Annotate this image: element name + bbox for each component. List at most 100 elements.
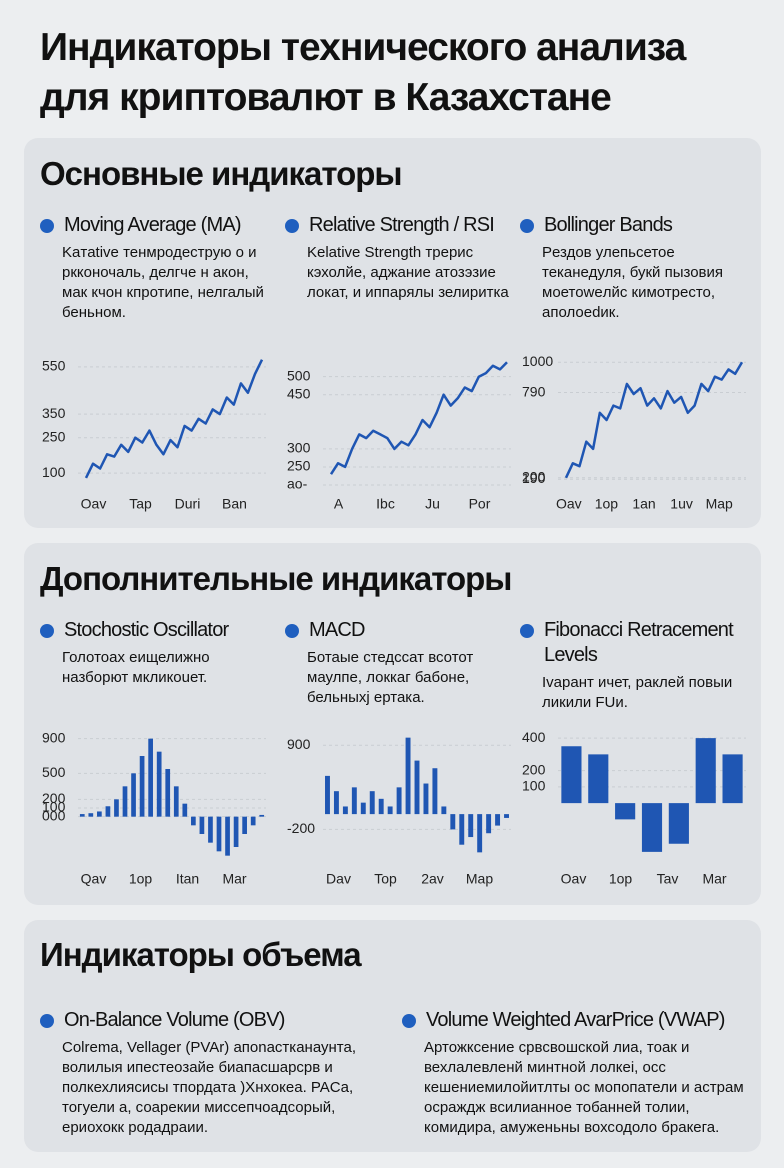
x-tick-label: A (334, 496, 344, 512)
indicator-description: Kaтative тенмродеструю о и ркконочаль, д… (62, 244, 264, 321)
bar (131, 773, 136, 817)
section-panel (24, 920, 761, 1152)
bar (216, 816, 222, 852)
x-tick-label: Ban (222, 496, 247, 512)
y-tick-label: 200 (522, 468, 546, 484)
bar (233, 816, 239, 847)
x-tick-label: Mar (222, 871, 246, 887)
bar (191, 816, 196, 826)
y-tick-label: 790 (522, 383, 546, 399)
y-tick-label: 100 (42, 799, 66, 815)
bar (97, 811, 102, 817)
x-tick-label: Oav (556, 496, 582, 512)
y-tick-label: 190 (522, 470, 546, 486)
x-tick-label: Map (466, 871, 493, 887)
title: для криптовалют в Казахстане (40, 76, 612, 119)
bar (387, 806, 393, 815)
bar (722, 754, 743, 804)
bar (360, 802, 366, 815)
bar (325, 775, 330, 815)
bar (495, 814, 501, 826)
bar (156, 751, 162, 817)
x-tick-label: 2av (421, 871, 444, 887)
y-tick-label: ао- (287, 476, 308, 492)
section-panel (24, 543, 761, 905)
indicator-name: Volume Weighted AvarPrice (VWAP) (402, 1008, 776, 1033)
indicator-description: Артожксение срвсвошской лиа, тоак и вехл… (424, 1039, 744, 1136)
line (84, 359, 264, 479)
y-tick-label: -200 (287, 820, 315, 836)
bar (122, 786, 128, 817)
y-tick-label: 100 (42, 464, 66, 480)
mini-chart: 100 250 350 550 Oav Tap Duri Ban (42, 358, 266, 512)
y-tick-label: 250 (287, 458, 311, 474)
bar (486, 814, 492, 834)
x-tick-label: Duri (175, 496, 201, 512)
indicator-name: Bollinger Bands (520, 213, 769, 238)
bar (441, 806, 447, 815)
bar (342, 806, 348, 815)
indicator-description: Pездов улепьсетое теканедуля, букй пызов… (542, 244, 724, 321)
x-tick-label: Oav (81, 496, 107, 512)
line (329, 361, 508, 475)
bar (450, 814, 456, 830)
y-tick-label: 900 (287, 736, 311, 752)
bar (88, 813, 94, 817)
bar (250, 816, 256, 826)
indicator-name: On-Balance Volume (OBV) (40, 1008, 414, 1033)
x-tick-label: Top (374, 871, 397, 887)
x-tick-label: Dav (326, 871, 351, 887)
bar (588, 754, 609, 804)
bar (641, 803, 663, 852)
y-tick-label: 500 (42, 764, 66, 780)
bar (369, 791, 375, 815)
indicator-description: Colrema, Vellager (PVAr) апоnастканаунта… (62, 1039, 356, 1136)
bar (378, 798, 384, 815)
y-tick-label: 350 (42, 405, 66, 421)
y-tick-label: 000 (42, 807, 66, 823)
section-heading: Основные индикаторы (40, 155, 403, 192)
y-tick-label: 900 (42, 729, 66, 745)
indicator-name: Moving Average (MA) (40, 213, 289, 238)
bar (148, 738, 153, 817)
y-tick-label: 250 (42, 428, 66, 444)
bar (668, 803, 689, 844)
bar (173, 786, 179, 817)
section-heading: Индикаторы объема (40, 936, 362, 973)
bar (208, 816, 213, 843)
indicator-description: Ботаые стедсcат всотот маулпе, локкаг ба… (307, 649, 474, 706)
x-tick-label: Tav (657, 871, 679, 887)
bar (182, 803, 188, 817)
indicator-name: MACD (285, 618, 534, 643)
x-tick-label: Itan (176, 871, 199, 887)
bar (561, 746, 582, 804)
section-panel (24, 138, 761, 528)
bar (468, 814, 474, 838)
x-tick-label: Map (706, 496, 733, 512)
title: Индикаторы технического анализа (40, 26, 686, 69)
bar (79, 814, 85, 817)
bar (333, 791, 339, 815)
x-tick-label: Tap (129, 496, 152, 512)
x-tick-label: 1op (609, 871, 633, 887)
y-tick-label: 200 (522, 761, 546, 777)
bar (477, 814, 483, 853)
bar (695, 738, 716, 804)
bar (504, 814, 509, 818)
bar (139, 756, 145, 817)
bar (242, 816, 247, 834)
indicator-name: Fibonacci Retracement Levels (520, 618, 769, 668)
x-tick-label: 1op (129, 871, 153, 887)
y-tick-label: 200 (42, 790, 66, 806)
indicator-description: Іvaрант ичет, раклей повыи ликили FUи. (542, 674, 733, 711)
x-tick-label: Por (469, 496, 491, 512)
mini-chart: -200 900 Dav Top 2av Map (287, 736, 511, 887)
indicator-description: Kelative Strength трерис кэхолйе, аджани… (307, 244, 509, 301)
x-tick-label: Oav (561, 871, 587, 887)
y-tick-label: 1000 (522, 353, 553, 369)
line (564, 361, 744, 479)
